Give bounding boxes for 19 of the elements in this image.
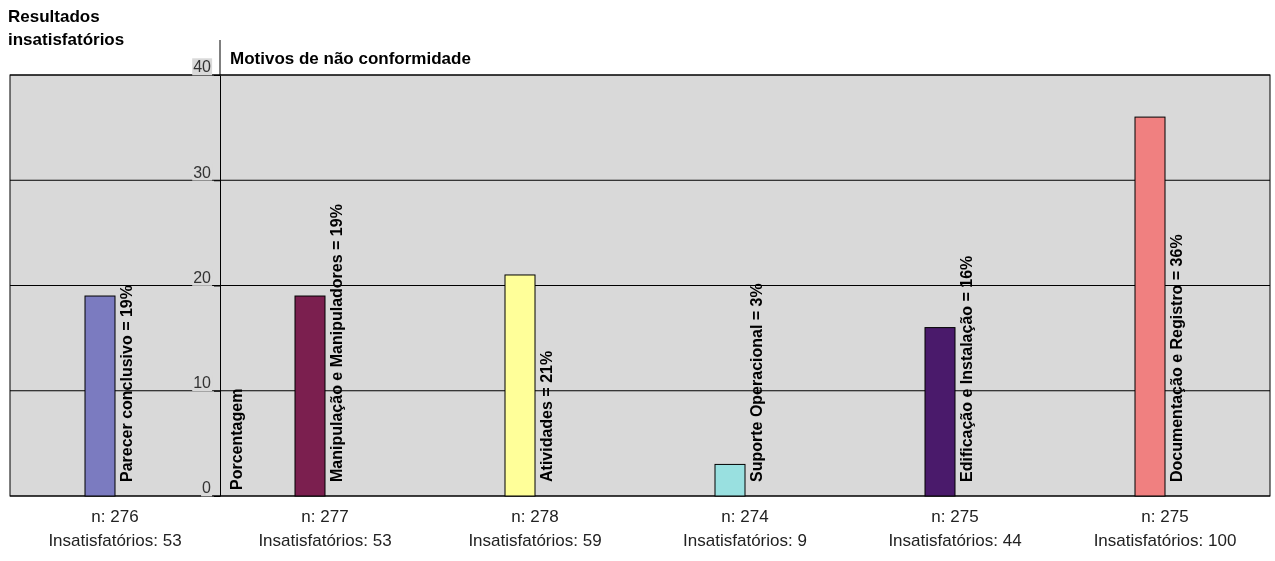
y-tick-label: 10 (193, 374, 212, 392)
y-axis-title: Porcentagem (228, 388, 245, 490)
x-tick-label: n: 274 Insatisfatórios: 9 (683, 507, 807, 550)
data-label: Manipulação e Manipuladores = 19% (328, 204, 345, 482)
x-tick-label: n: 275 Insatisfatórios: 44 (888, 507, 1022, 550)
data-label: Parecer conclusivo = 19% (118, 285, 135, 482)
x-tick-label: n: 275 Insatisfatórios: 100 (1093, 507, 1237, 550)
y-tick-label: 0 (202, 479, 212, 497)
x-tick-label: n: 276 Insatisfatórios: 53 (48, 507, 182, 550)
data-label: Atividades = 21% (538, 350, 555, 482)
chart-subtitle: Motivos de não conformidade (230, 49, 471, 68)
x-tick-label: n: 278 Insatisfatórios: 59 (468, 507, 602, 550)
y-tick-label: 20 (193, 268, 212, 286)
data-label: Documentação e Registro = 36% (1168, 234, 1185, 482)
data-label: Edificação e Instalação = 16% (958, 255, 975, 482)
chart-title: Resultados insatisfatórios (8, 7, 125, 49)
y-tick-label: 40 (193, 58, 212, 76)
x-tick-label: n: 277 Insatisfatórios: 53 (258, 507, 392, 550)
y-tick-label: 30 (193, 163, 212, 181)
